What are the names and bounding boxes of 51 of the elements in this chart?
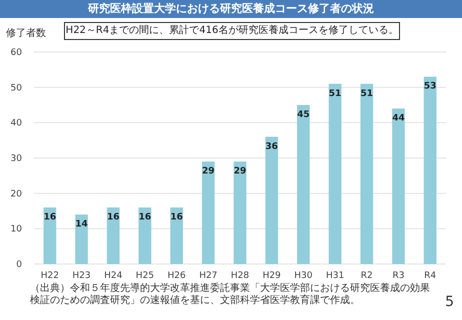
bar	[170, 207, 183, 264]
x-tick-label: H26	[168, 271, 186, 281]
bar	[106, 207, 120, 264]
data-label: 51	[328, 88, 342, 99]
x-tick-label: R3	[392, 271, 404, 281]
bar	[202, 162, 215, 264]
bar	[138, 207, 152, 264]
data-label: 36	[265, 142, 278, 152]
data-label: 16	[44, 212, 56, 222]
x-tick-label: H28	[230, 271, 250, 281]
x-tick-label: H22	[40, 271, 59, 281]
bar	[392, 108, 405, 264]
x-tick-label: H25	[136, 271, 154, 281]
bar	[297, 105, 310, 264]
annotation: （出典）令和５年度先導的大学改革推進委託事業「大学医学部における研究医養成の効果検証のための調査研究」の速報値を基に、文部科学省医学教育課で作成。	[30, 283, 430, 307]
y-tick-label: 20	[10, 189, 22, 200]
data-label: 44	[392, 114, 405, 124]
data-label: 14	[75, 220, 88, 230]
data-label: 16	[106, 212, 120, 222]
data-label: 53	[424, 82, 436, 92]
data-label: 29	[234, 166, 246, 177]
y-tick-label: 50	[10, 83, 22, 94]
x-tick-label: H23	[72, 271, 91, 281]
bar	[75, 214, 88, 264]
data-label: 51	[360, 88, 374, 99]
y-tick-label: 60	[10, 48, 22, 58]
x-tick-label: H30	[294, 271, 313, 281]
data-label: 29	[202, 166, 215, 177]
y-tick-label: 0	[16, 260, 22, 270]
y-tick-label: 40	[10, 118, 22, 129]
title: 研究医枠設置大学における研究医養成コース修了者の状況	[0, 0, 462, 18]
ylabel: 修了者数	[6, 26, 46, 40]
bar	[44, 207, 56, 264]
bar	[265, 136, 278, 264]
x-tick-label: H29	[262, 271, 282, 281]
bar	[328, 84, 342, 264]
bar	[234, 162, 246, 264]
x-tick-label: H24	[104, 271, 123, 281]
x-tick-label: R4	[424, 271, 436, 281]
annotation: 5	[445, 294, 454, 310]
y-tick-label: 30	[10, 154, 22, 164]
x-tick-label: H31	[326, 271, 344, 281]
subtitle: H22～R4までの間に、累計で416名が研究医養成コースを修了している。	[64, 22, 400, 40]
bar	[360, 84, 374, 264]
data-label: 16	[170, 212, 183, 222]
data-label: 45	[297, 110, 310, 120]
data-label: 16	[138, 212, 152, 222]
y-tick-label: 10	[10, 224, 22, 235]
x-tick-label: H27	[199, 271, 218, 281]
x-tick-label: R2	[360, 271, 373, 281]
bar	[424, 76, 436, 264]
